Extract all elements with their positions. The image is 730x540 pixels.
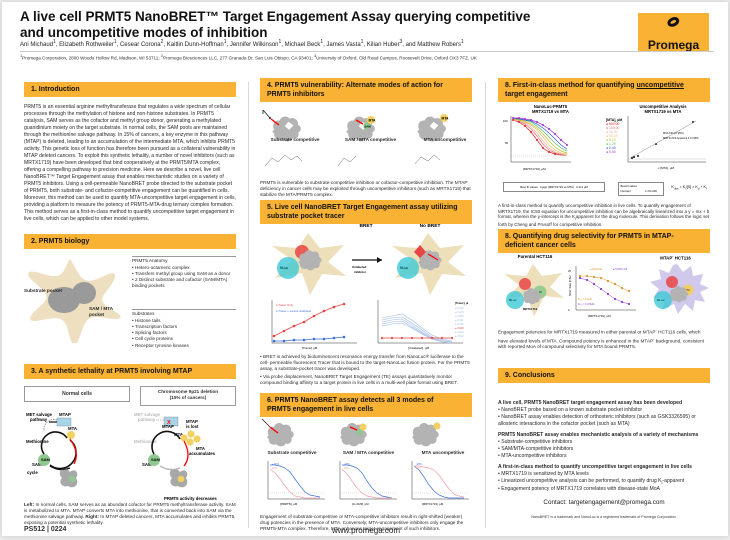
svg-text:● MTAP-null: ● MTAP-null	[613, 267, 628, 271]
svg-text:50: 50	[505, 141, 509, 145]
svg-text:100: 100	[503, 119, 508, 123]
svg-text:[Unlabeled], μM: [Unlabeled], μM	[408, 346, 430, 350]
svg-text:IC₅₀ = 8.4μM: IC₅₀ = 8.4μM	[578, 298, 592, 301]
svg-text:Methionine: Methionine	[26, 439, 49, 444]
svg-text:PRMT5 activity decreases: PRMT5 activity decreases	[164, 496, 217, 501]
svg-text:MTAP: MTAP	[59, 412, 71, 417]
svg-text:accumulates: accumulates	[189, 451, 216, 456]
svg-text:pathway: pathway	[30, 417, 48, 422]
svg-text:MTA: MTA	[68, 426, 77, 431]
svg-text:● 0.250: ● 0.250	[455, 307, 464, 310]
svg-text:MRTX1719: MRTX1719	[523, 307, 538, 311]
svg-text:● Tracer + excess unlabeled: ● Tracer + excess unlabeled	[276, 309, 312, 313]
svg-text:[MRTX1719], μM: [MRTX1719], μM	[422, 502, 444, 506]
svg-text:● 0.016: ● 0.016	[455, 323, 464, 326]
svg-text:MTA: MTA	[369, 119, 377, 123]
svg-text:inhibitor: inhibitor	[354, 270, 367, 274]
svg-text:[Tracer], μM: [Tracer], μM	[455, 301, 468, 305]
svg-text:Unlabeled: Unlabeled	[352, 265, 367, 269]
svg-text:[JL-FM3], μM: [JL-FM3], μM	[352, 502, 369, 506]
svg-text:-MTA: -MTA	[344, 463, 350, 466]
svg-text:● 0.002: ● 0.002	[455, 335, 464, 338]
svg-text:[MRTX1719], μM: [MRTX1719], μM	[523, 167, 546, 171]
svg-text:x [MTA], μM: x [MTA], μM	[658, 166, 675, 170]
svg-text:IC₅₀ = 0.076μM: IC₅₀ = 0.076μM	[578, 303, 594, 306]
svg-text:● 0.063: ● 0.063	[455, 315, 464, 318]
svg-text:● 0.031: ● 0.031	[455, 319, 464, 322]
svg-text:0: 0	[568, 308, 570, 312]
svg-text:●-MTA: ●-MTA	[272, 463, 280, 466]
svg-text:[Tracer] μM: [Tracer] μM	[302, 346, 318, 350]
svg-text:● 0.004: ● 0.004	[455, 331, 464, 334]
svg-text:[MRTX1719], μM: [MRTX1719], μM	[588, 314, 611, 318]
svg-text:MTA: MTA	[272, 467, 277, 470]
svg-text:MRTX1719 Apparent 1 CI 95%: MRTX1719 Apparent 1 CI 95%	[663, 136, 699, 140]
svg-text:NLuc: NLuc	[280, 266, 288, 270]
svg-text:SAM: SAM	[364, 125, 371, 129]
svg-text:[PRMT5i], μM: [PRMT5i], μM	[280, 502, 298, 506]
svg-text:25: 25	[568, 269, 571, 273]
svg-text:-MTA: -MTA	[416, 463, 422, 466]
svg-text:MTA: MTA	[442, 117, 450, 121]
svg-text:NLuc: NLuc	[657, 298, 665, 302]
svg-text:X: X	[167, 420, 171, 426]
svg-text:pathway: pathway	[138, 417, 156, 422]
svg-text:cycle: cycle	[27, 470, 38, 475]
svg-text:SAM: SAM	[41, 457, 51, 462]
svg-text:MTA: MTA	[344, 467, 349, 470]
svg-text:NLuc: NLuc	[509, 298, 517, 302]
svg-text:MTA: MTA	[416, 467, 421, 470]
svg-text:● Parental: ● Parental	[590, 267, 602, 271]
svg-text:BRET Ratio (mBu): BRET Ratio (mBu)	[569, 275, 572, 296]
svg-text:SAM: SAM	[151, 457, 161, 462]
svg-text:NLuc: NLuc	[400, 266, 408, 270]
svg-text:● Tracer Only: ● Tracer Only	[276, 303, 294, 307]
svg-text:● 0.008: ● 0.008	[455, 327, 464, 330]
svg-text:is lost: is lost	[186, 424, 199, 429]
svg-text:MTA-KD (CI 95%): MTA-KD (CI 95%)	[663, 131, 684, 135]
svg-text:● 0.125: ● 0.125	[455, 311, 464, 314]
